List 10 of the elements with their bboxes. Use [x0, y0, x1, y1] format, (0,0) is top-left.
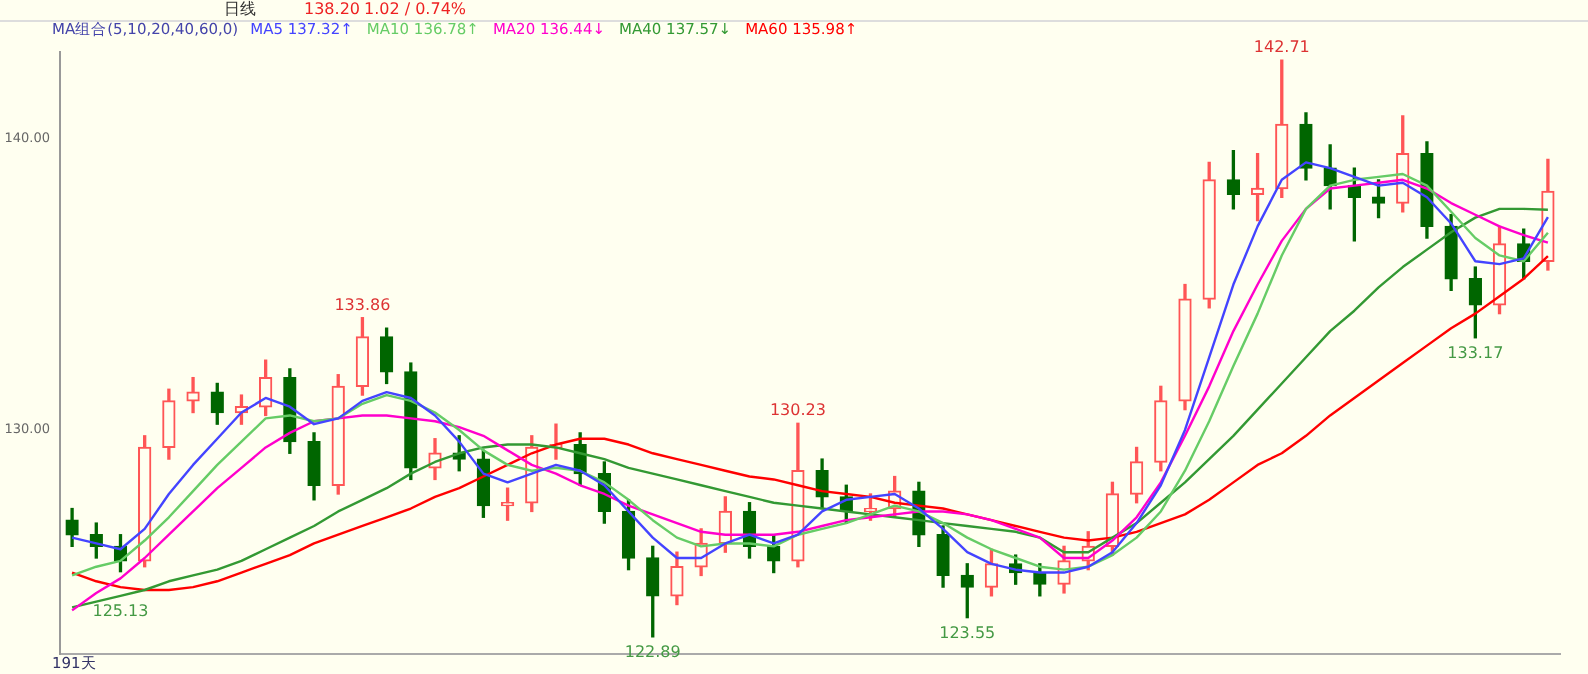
annotation: 142.71: [1253, 38, 1310, 57]
annotation: 125.13: [92, 601, 149, 620]
annotation: 133.86: [334, 295, 391, 314]
annotation: 133.17: [1447, 343, 1504, 362]
text: 1.02 / 0.74%: [364, 0, 467, 20]
annotation: 130.23: [769, 401, 826, 420]
text: 138.20: [304, 0, 360, 20]
chart-title: 日线: [224, 0, 256, 20]
annotation: 123.55: [939, 623, 996, 642]
annotation: 122.89: [624, 642, 681, 661]
